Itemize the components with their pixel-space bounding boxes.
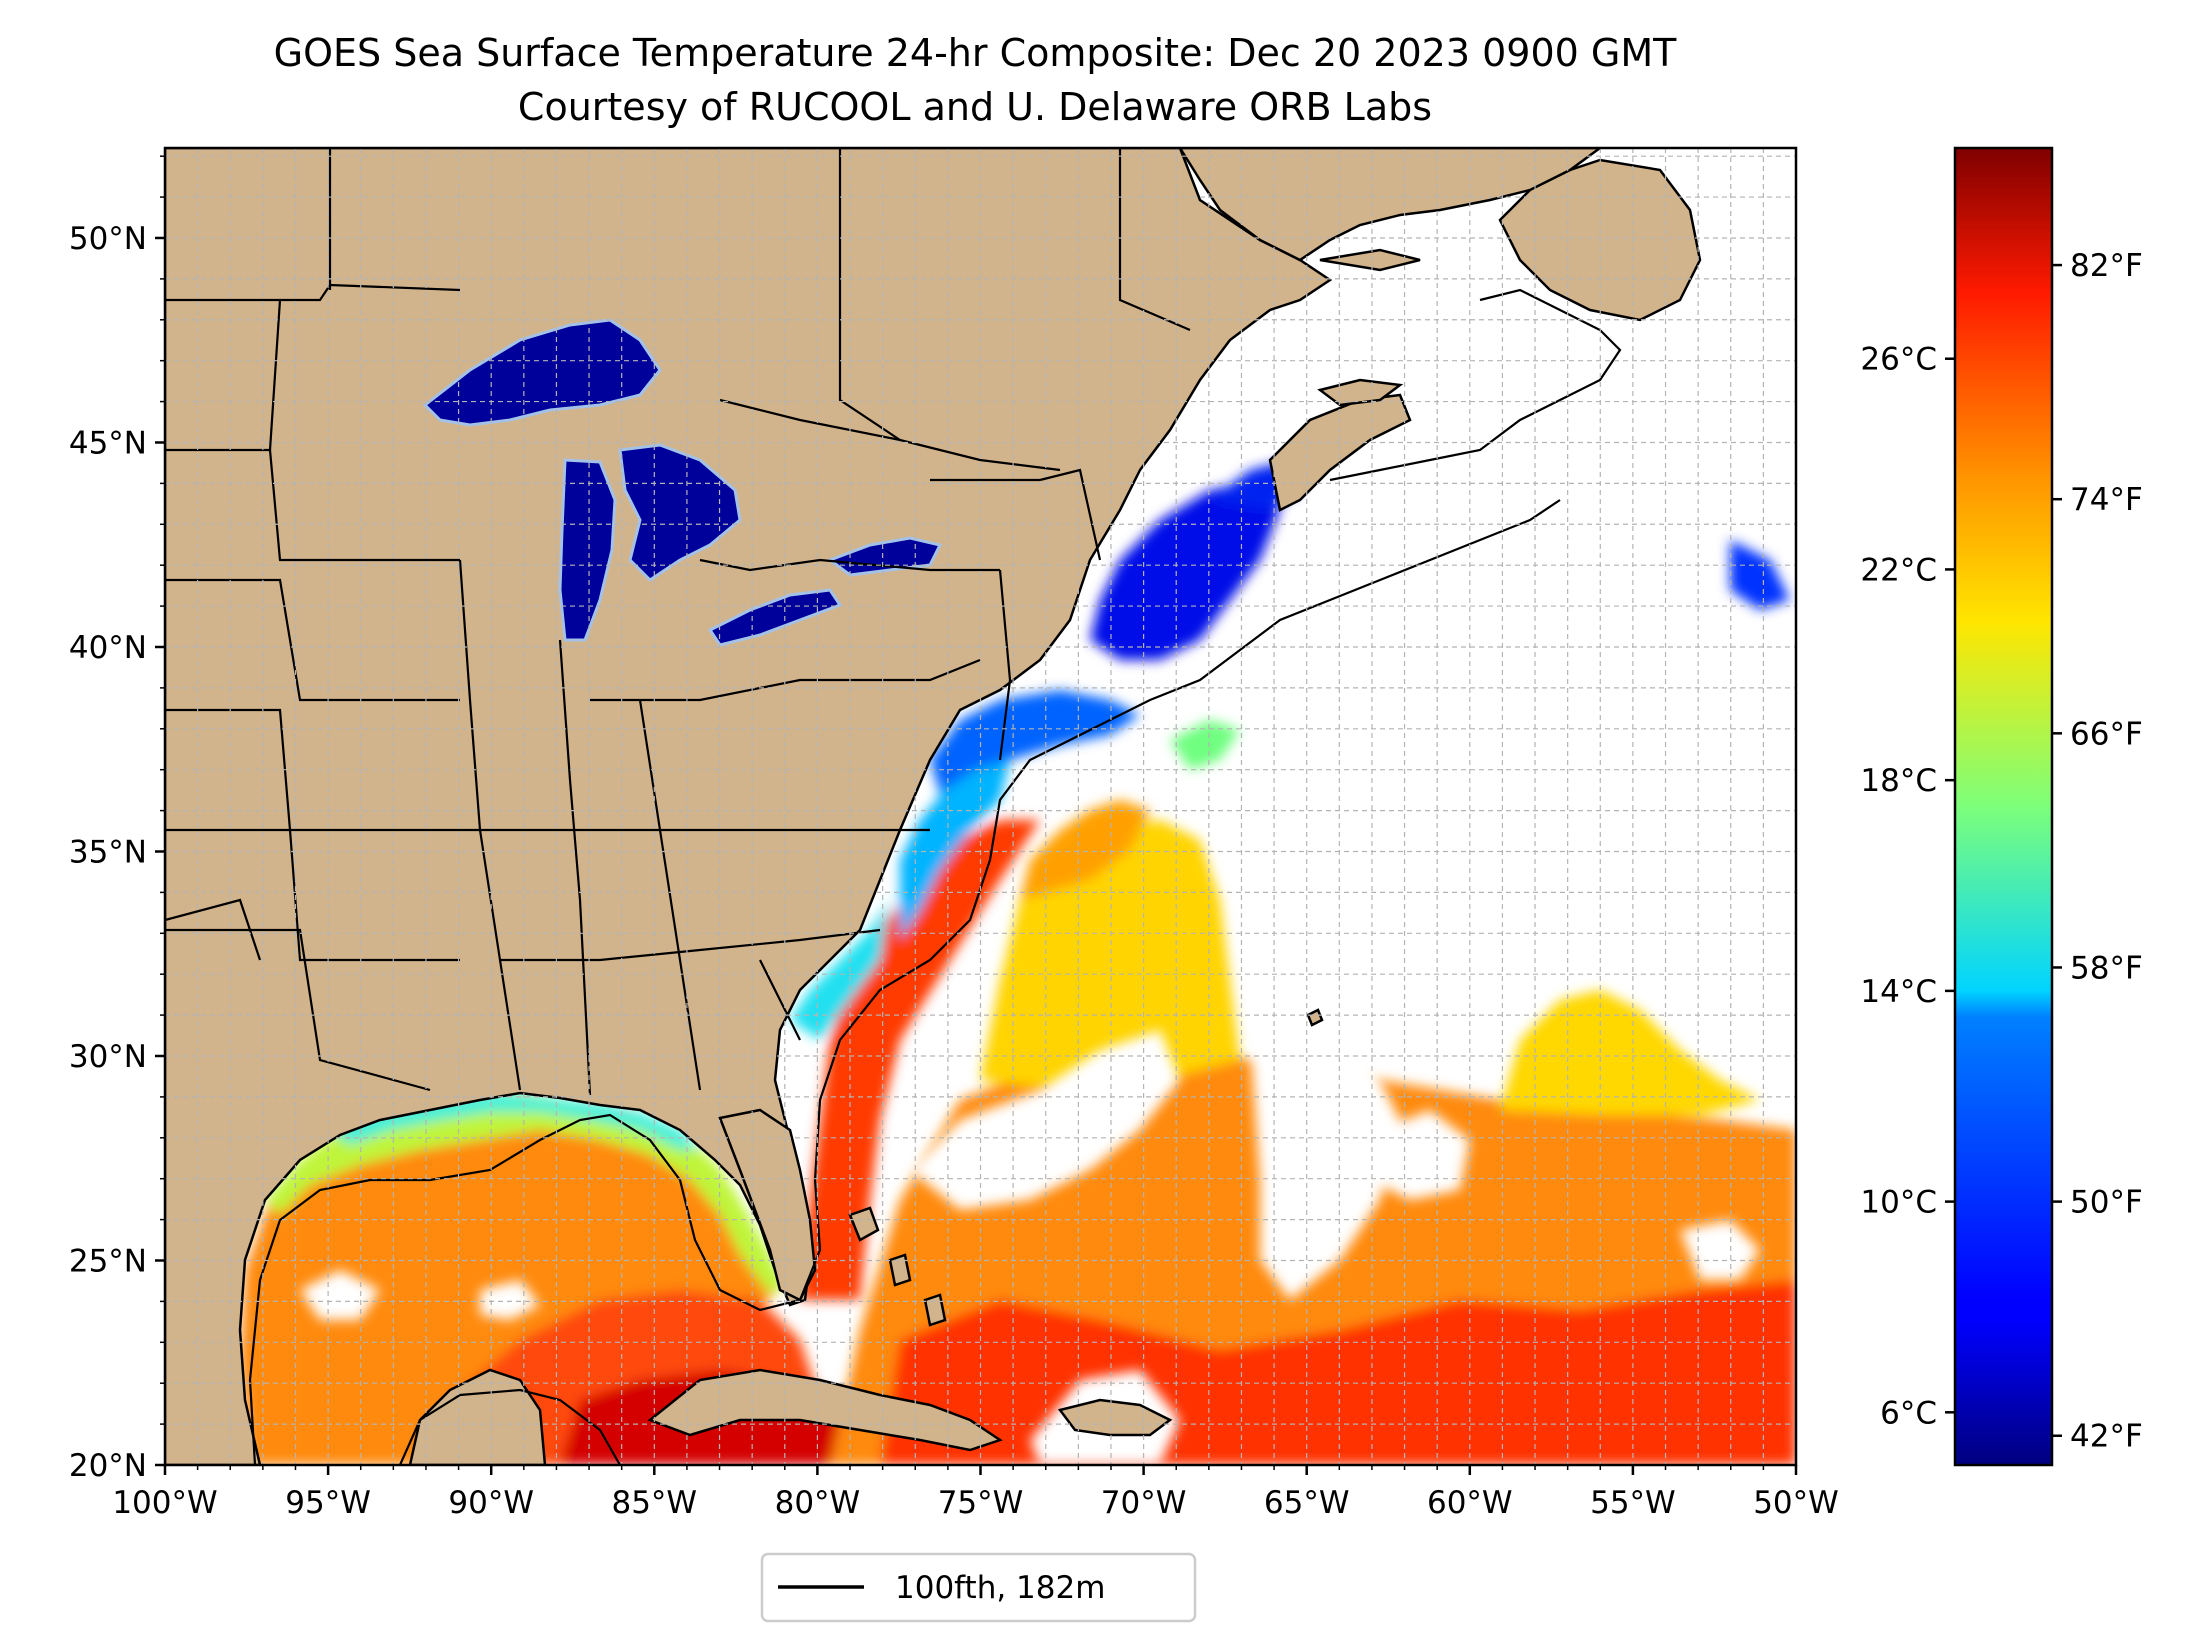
legend-box [760,1552,1197,1623]
sst-yellow-east [1500,990,1760,1115]
lon-tick-label: 65°W [1264,1485,1350,1521]
sst-slope-orange [1020,800,1150,900]
lake-erie [707,588,843,647]
map-title-line-2: Courtesy of RUCOOL and U. Delaware ORB L… [518,85,1432,129]
lon-tick-label: 90°W [448,1485,534,1521]
legend-label: 100fth, 182m [895,1570,1105,1606]
land-anticosti [1319,248,1421,272]
colorbar-gradient [1953,146,2054,1467]
lat-tick-label: 30°N [69,1039,147,1075]
map-panel [165,148,1796,1465]
lon-tick-label: 70°W [1101,1485,1187,1521]
lon-tick-label: 55°W [1590,1485,1676,1521]
land-bahamas [848,1206,947,1327]
lon-tick-label: 85°W [611,1485,697,1521]
fahrenheit-tick-label: 66°F [2070,716,2143,752]
colorbar: 6°C 10°C 14°C 18°C 22°C 26°C 42°F 50°F 58°F 66°F… [1860,146,2143,1467]
celsius-tick-label: 18°C [1860,763,1937,799]
lon-tick-label: 95°W [285,1485,371,1521]
land-yucatan [408,1368,547,1465]
lat-tick-label: 25°N [69,1243,147,1279]
land-pei-cape-breton [1317,378,1404,407]
colorbar-celsius-ticks: 6°C 10°C 14°C 18°C 22°C 26°C [1860,342,1955,1431]
fahrenheit-tick-label: 82°F [2070,248,2143,284]
sst-gulf-of-maine [1090,480,1280,660]
sst-shelf-south-cyan [790,900,890,1040]
land [165,148,1702,1465]
land-cuba [647,1368,1003,1452]
fahrenheit-tick-label: 58°F [2070,950,2143,986]
sst-offshore-patches-green [1170,720,1240,770]
lon-tick-label: 100°W [112,1485,217,1521]
celsius-tick-label: 10°C [1860,1185,1937,1221]
fahrenheit-tick-label: 42°F [2070,1419,2143,1455]
land-hispaniola [1057,1398,1173,1437]
celsius-tick-label: 6°C [1880,1395,1937,1431]
legend: 100fth, 182m [760,1552,1197,1623]
longitude-ticks: 100°W 95°W 90°W 85°W 80°W 75°W 70°W 65°W 60°W 55°… [112,1465,1839,1521]
land-north-america [165,148,1333,1465]
lake-superior [422,318,662,427]
lon-tick-label: 75°W [938,1485,1024,1521]
lat-tick-label: 50°N [69,221,147,257]
lake-michigan [558,458,617,642]
isobath-100fth [248,288,1622,1465]
lat-tick-label: 40°N [69,630,147,666]
fahrenheit-tick-label: 74°F [2070,482,2143,518]
lat-tick-label: 35°N [69,834,147,870]
lake-huron [618,443,742,582]
latitude-ticks: 20°N 25°N 30°N 35°N 40°N 45°N 50°N [69,155,165,1484]
sst-shelf-cyan [900,760,1010,940]
land-nova-scotia [1268,393,1412,512]
celsius-tick-label: 26°C [1860,342,1937,378]
political-borders [165,148,1191,1096]
lat-tick-label: 45°N [69,425,147,461]
lat-tick-label: 20°N [69,1448,147,1484]
land-bermuda [1306,1008,1324,1027]
lon-tick-label: 80°W [775,1485,861,1521]
graticule [165,148,1796,1465]
fahrenheit-tick-label: 50°F [2070,1185,2143,1221]
celsius-tick-label: 22°C [1860,552,1937,588]
celsius-tick-label: 14°C [1860,974,1937,1010]
map-title-line-1: GOES Sea Surface Temperature 24-hr Compo… [274,31,1677,75]
sst-offshore-patches-blue [1730,540,1790,610]
sst-gulf-stream-warm [800,820,1040,1300]
colorbar-fahrenheit-ticks: 42°F 50°F 58°F 66°F 74°F 82°F [2052,248,2143,1455]
sst-gulf-shelf-green [265,1090,785,1295]
lon-tick-label: 60°W [1427,1485,1513,1521]
lon-tick-label: 50°W [1753,1485,1839,1521]
land-labrador [1178,148,1603,262]
